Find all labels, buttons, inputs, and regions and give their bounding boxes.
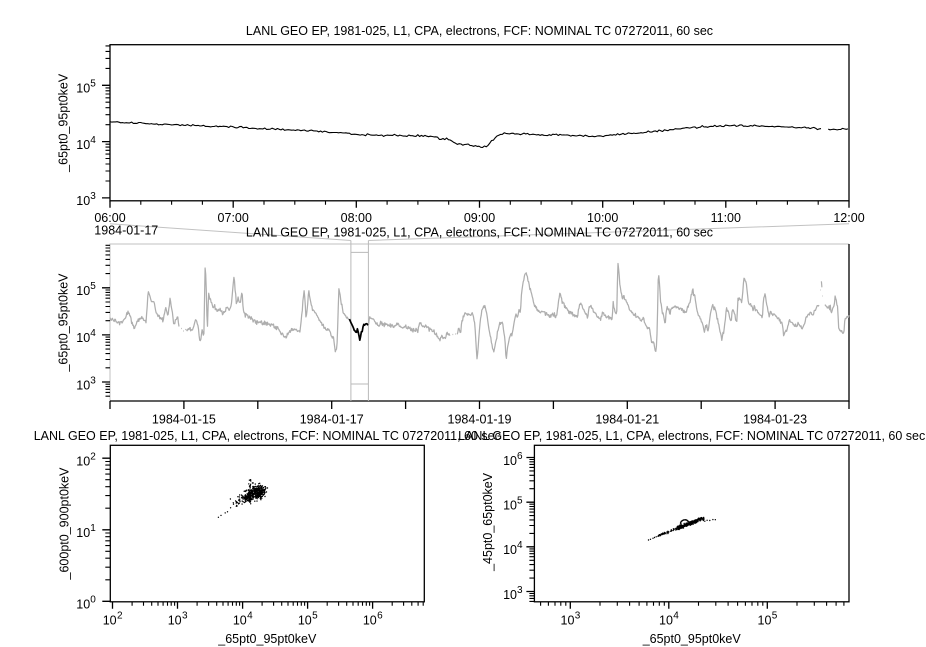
svg-text:10: 10	[561, 614, 575, 628]
svg-text:11:00: 11:00	[711, 211, 741, 225]
svg-text:5: 5	[517, 496, 523, 507]
svg-text:10: 10	[363, 614, 377, 628]
svg-text:10: 10	[503, 454, 517, 468]
svg-text:3: 3	[90, 375, 96, 386]
svg-text:1984-01-15: 1984-01-15	[152, 413, 216, 427]
svg-text:2: 2	[117, 611, 123, 622]
svg-text:_65pt0_95pt0keV: _65pt0_95pt0keV	[642, 632, 742, 646]
svg-text:3: 3	[90, 191, 96, 202]
svg-text:_65pt0_95pt0keV: _65pt0_95pt0keV	[217, 632, 317, 646]
svg-text:0: 0	[90, 595, 96, 606]
svg-text:10: 10	[503, 543, 517, 557]
svg-text:07:00: 07:00	[218, 211, 249, 225]
svg-text:_600pt0_900pt0keV: _600pt0_900pt0keV	[58, 467, 72, 581]
svg-text:10: 10	[168, 614, 182, 628]
svg-text:5: 5	[90, 79, 96, 90]
svg-text:12:00: 12:00	[833, 211, 864, 225]
svg-text:09:00: 09:00	[464, 211, 495, 225]
svg-text:10: 10	[659, 614, 673, 628]
svg-text:10: 10	[233, 614, 247, 628]
svg-text:10: 10	[503, 588, 517, 602]
svg-text:LANL GEO EP, 1981-025, L1, CPA: LANL GEO EP, 1981-025, L1, CPA, electron…	[458, 429, 925, 443]
svg-text:10: 10	[758, 614, 772, 628]
svg-text:2: 2	[90, 452, 96, 463]
svg-text:LANL GEO EP, 1981-025, L1, CPA: LANL GEO EP, 1981-025, L1, CPA, electron…	[34, 429, 501, 443]
svg-text:10: 10	[298, 614, 312, 628]
svg-text:1984-01-21: 1984-01-21	[595, 413, 659, 427]
svg-text:4: 4	[90, 135, 96, 146]
svg-text:10: 10	[76, 194, 90, 208]
svg-text:10: 10	[503, 499, 517, 513]
svg-text:6: 6	[377, 611, 383, 622]
svg-text:5: 5	[90, 281, 96, 292]
svg-text:LANL GEO EP, 1981-025, L1, CPA: LANL GEO EP, 1981-025, L1, CPA, electron…	[246, 225, 713, 239]
svg-text:_65pt0_95pt0keV: _65pt0_95pt0keV	[57, 73, 71, 173]
svg-text:4: 4	[673, 611, 679, 622]
svg-text:1984-01-17: 1984-01-17	[300, 413, 364, 427]
svg-text:5: 5	[772, 611, 778, 622]
svg-text:6: 6	[517, 451, 523, 462]
svg-text:10: 10	[76, 598, 90, 612]
svg-text:10: 10	[76, 82, 90, 96]
svg-text:08:00: 08:00	[341, 211, 372, 225]
svg-text:06:00: 06:00	[94, 211, 125, 225]
svg-text:4: 4	[247, 611, 253, 622]
svg-text:_65pt0_95pt0keV: _65pt0_95pt0keV	[57, 273, 71, 373]
svg-text:5: 5	[312, 611, 318, 622]
svg-text:3: 3	[575, 611, 581, 622]
svg-text:10: 10	[76, 526, 90, 540]
svg-text:LANL GEO EP, 1981-025, L1, CPA: LANL GEO EP, 1981-025, L1, CPA, electron…	[246, 24, 713, 38]
svg-text:10: 10	[76, 138, 90, 152]
svg-text:3: 3	[517, 585, 523, 596]
svg-text:1984-01-17: 1984-01-17	[94, 224, 158, 238]
svg-text:10: 10	[103, 614, 117, 628]
svg-text:10: 10	[76, 331, 90, 345]
svg-text:_45pt0_65pt0keV: _45pt0_65pt0keV	[481, 472, 495, 572]
svg-text:10: 10	[76, 455, 90, 469]
svg-text:1984-01-23: 1984-01-23	[743, 413, 807, 427]
svg-text:4: 4	[90, 328, 96, 339]
svg-text:10:00: 10:00	[587, 211, 618, 225]
svg-text:4: 4	[517, 540, 523, 551]
svg-text:1984-01-19: 1984-01-19	[448, 413, 512, 427]
svg-text:10: 10	[76, 284, 90, 298]
svg-text:1: 1	[90, 523, 96, 534]
svg-text:10: 10	[76, 378, 90, 392]
svg-text:3: 3	[182, 611, 188, 622]
